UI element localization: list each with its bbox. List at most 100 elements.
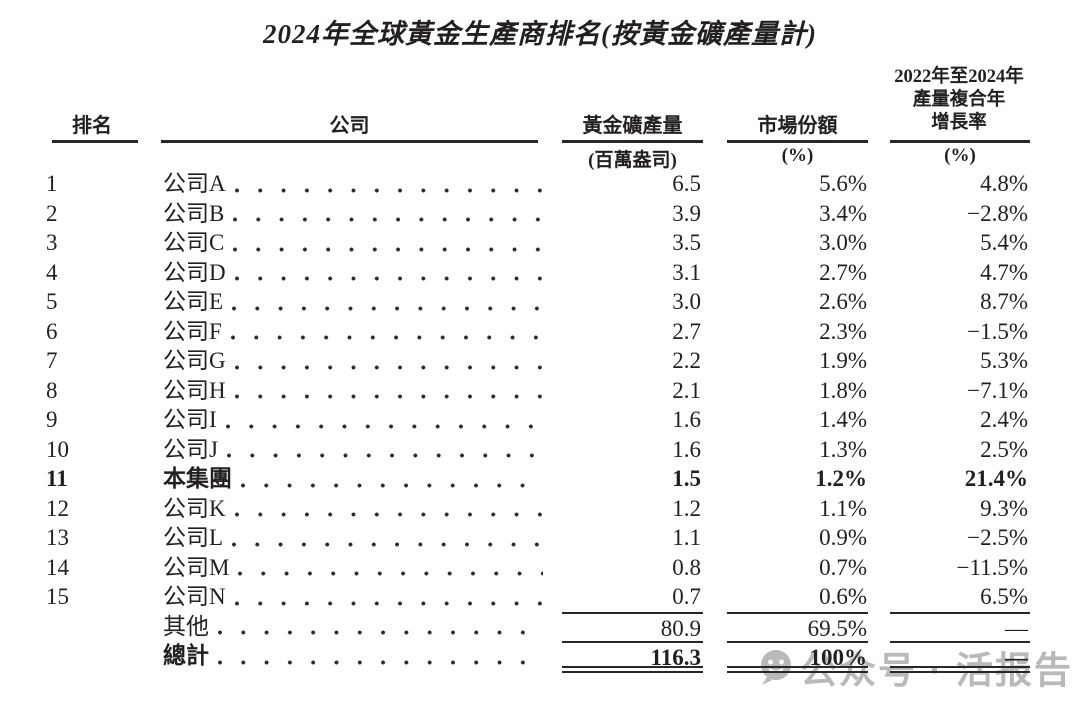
production-cell: 0.7 xyxy=(672,584,701,609)
rank-cell: 11 xyxy=(46,466,68,491)
company-cell: 公司J xyxy=(163,435,545,465)
dot-leader xyxy=(218,629,543,636)
rank-cell: 14 xyxy=(46,554,69,580)
market-share-cell: 2.7% xyxy=(819,259,867,285)
market-share-cell: 100% xyxy=(727,641,868,671)
company-name: 公司F xyxy=(163,318,222,344)
header-market-share-unit: (%) xyxy=(781,145,814,166)
company-cell: 公司D xyxy=(163,258,545,288)
market-share-cell: 0.6% xyxy=(819,584,867,609)
rank-cell: 1 xyxy=(46,171,58,196)
market-share-cell: 1.1% xyxy=(819,495,867,521)
cagr-cell: −2.8% xyxy=(967,200,1028,226)
production-cell: 1.6 xyxy=(672,436,701,462)
production-cell: 1.6 xyxy=(672,407,701,432)
company-cell: 本集團 xyxy=(163,464,545,494)
rank-cell: 3 xyxy=(46,230,58,255)
company-name: 公司I xyxy=(163,407,217,432)
table-row: 10 公司J 1.6 1.3% 2.5% xyxy=(0,435,1080,465)
rank-cell xyxy=(46,641,146,671)
table-row: 總計 116.3 100% — xyxy=(0,641,1080,671)
table-row: 5 公司E 3.0 2.6% 8.7% xyxy=(0,287,1080,317)
company-name: 其他 xyxy=(163,613,209,639)
table-row: 6 公司F 2.7 2.3% −1.5% xyxy=(0,317,1080,347)
production-cell: 1.1 xyxy=(672,525,701,550)
total-double-rule-cagr xyxy=(890,666,1030,673)
market-share-cell: 1.9% xyxy=(819,348,867,373)
dot-leader xyxy=(233,245,543,253)
dot-leader xyxy=(234,186,543,194)
table-row: 3 公司C 3.5 3.0% 5.4% xyxy=(0,228,1080,258)
header-rule-cagr xyxy=(890,140,1030,143)
cagr-cell: 5.4% xyxy=(980,230,1028,255)
company-name: 公司L xyxy=(163,525,224,550)
table-row: 4 公司D 3.1 2.7% 4.7% xyxy=(0,258,1080,288)
company-name: 公司A xyxy=(163,171,226,196)
cagr-cell: — xyxy=(890,611,1030,642)
production-cell: 2.7 xyxy=(672,318,701,344)
company-name: 公司D xyxy=(163,259,226,285)
header-cagr: 2022年至2024年 產量複合年 增長率 xyxy=(874,66,1044,135)
dot-leader xyxy=(232,540,543,548)
header-rule-market-share xyxy=(727,140,868,143)
production-cell: 2.1 xyxy=(672,377,701,403)
dot-leader xyxy=(226,452,543,459)
cagr-cell: 8.7% xyxy=(980,289,1028,314)
cagr-cell: −2.5% xyxy=(967,525,1028,550)
company-cell: 公司B xyxy=(163,199,545,229)
rank-cell: 12 xyxy=(46,495,69,521)
rank-cell: 5 xyxy=(46,289,58,314)
table-row: 其他 80.9 69.5% — xyxy=(0,611,1080,642)
company-cell: 公司K xyxy=(163,494,545,524)
dot-leader xyxy=(234,599,543,607)
company-name: 公司J xyxy=(163,436,218,462)
header-market-share: 市場份額 xyxy=(757,115,838,137)
company-cell: 總計 xyxy=(163,641,545,671)
company-name: 公司E xyxy=(163,289,224,314)
company-name: 公司G xyxy=(163,348,226,373)
rank-cell: 13 xyxy=(46,525,69,550)
header-rank: 排名 xyxy=(72,115,112,137)
company-cell: 公司H xyxy=(163,376,545,406)
header-company: 公司 xyxy=(329,115,370,137)
company-cell: 公司M xyxy=(163,553,545,583)
table-row: 8 公司H 2.1 1.8% −7.1% xyxy=(0,376,1080,406)
table-row: 11 本集團 1.5 1.2% 21.4% xyxy=(0,464,1080,494)
market-share-cell: 5.6% xyxy=(819,171,867,196)
dot-leader xyxy=(241,481,543,489)
cagr-cell: 21.4% xyxy=(964,466,1028,491)
production-cell: 0.8 xyxy=(672,554,701,580)
market-share-cell: 3.0% xyxy=(819,230,867,255)
cagr-cell: — xyxy=(890,641,1030,671)
dot-leader xyxy=(234,511,543,518)
header-rule-production xyxy=(562,140,703,143)
table-row: 7 公司G 2.2 1.9% 5.3% xyxy=(0,346,1080,376)
header-rule-rank xyxy=(52,140,138,143)
cagr-cell: 4.7% xyxy=(980,259,1028,285)
production-cell: 2.2 xyxy=(672,348,701,373)
company-name: 本集團 xyxy=(163,466,232,491)
rank-cell: 4 xyxy=(46,259,58,285)
company-cell: 公司F xyxy=(163,317,545,347)
company-cell: 公司L xyxy=(163,523,545,553)
dot-leader xyxy=(234,275,543,282)
company-name: 總計 xyxy=(163,643,209,668)
table-row: 9 公司I 1.6 1.4% 2.4% xyxy=(0,405,1080,435)
cagr-cell: −1.5% xyxy=(967,318,1028,344)
company-name: 公司N xyxy=(163,584,226,609)
company-cell: 公司E xyxy=(163,287,545,317)
cagr-cell: 4.8% xyxy=(980,171,1028,196)
dot-leader xyxy=(238,570,543,577)
market-share-cell: 1.4% xyxy=(819,407,867,432)
rank-cell: 8 xyxy=(46,377,58,403)
market-share-cell: 2.6% xyxy=(819,289,867,314)
dot-leader xyxy=(232,304,543,312)
header-cagr-line2: 產量複合年 xyxy=(912,90,1006,110)
table-row: 15 公司N 0.7 0.6% 6.5% xyxy=(0,582,1080,612)
cagr-cell: −11.5% xyxy=(956,554,1028,580)
company-name: 公司B xyxy=(163,200,225,226)
table-row: 12 公司K 1.2 1.1% 9.3% xyxy=(0,494,1080,524)
rank-cell xyxy=(46,612,146,642)
company-name: 公司M xyxy=(163,554,230,580)
